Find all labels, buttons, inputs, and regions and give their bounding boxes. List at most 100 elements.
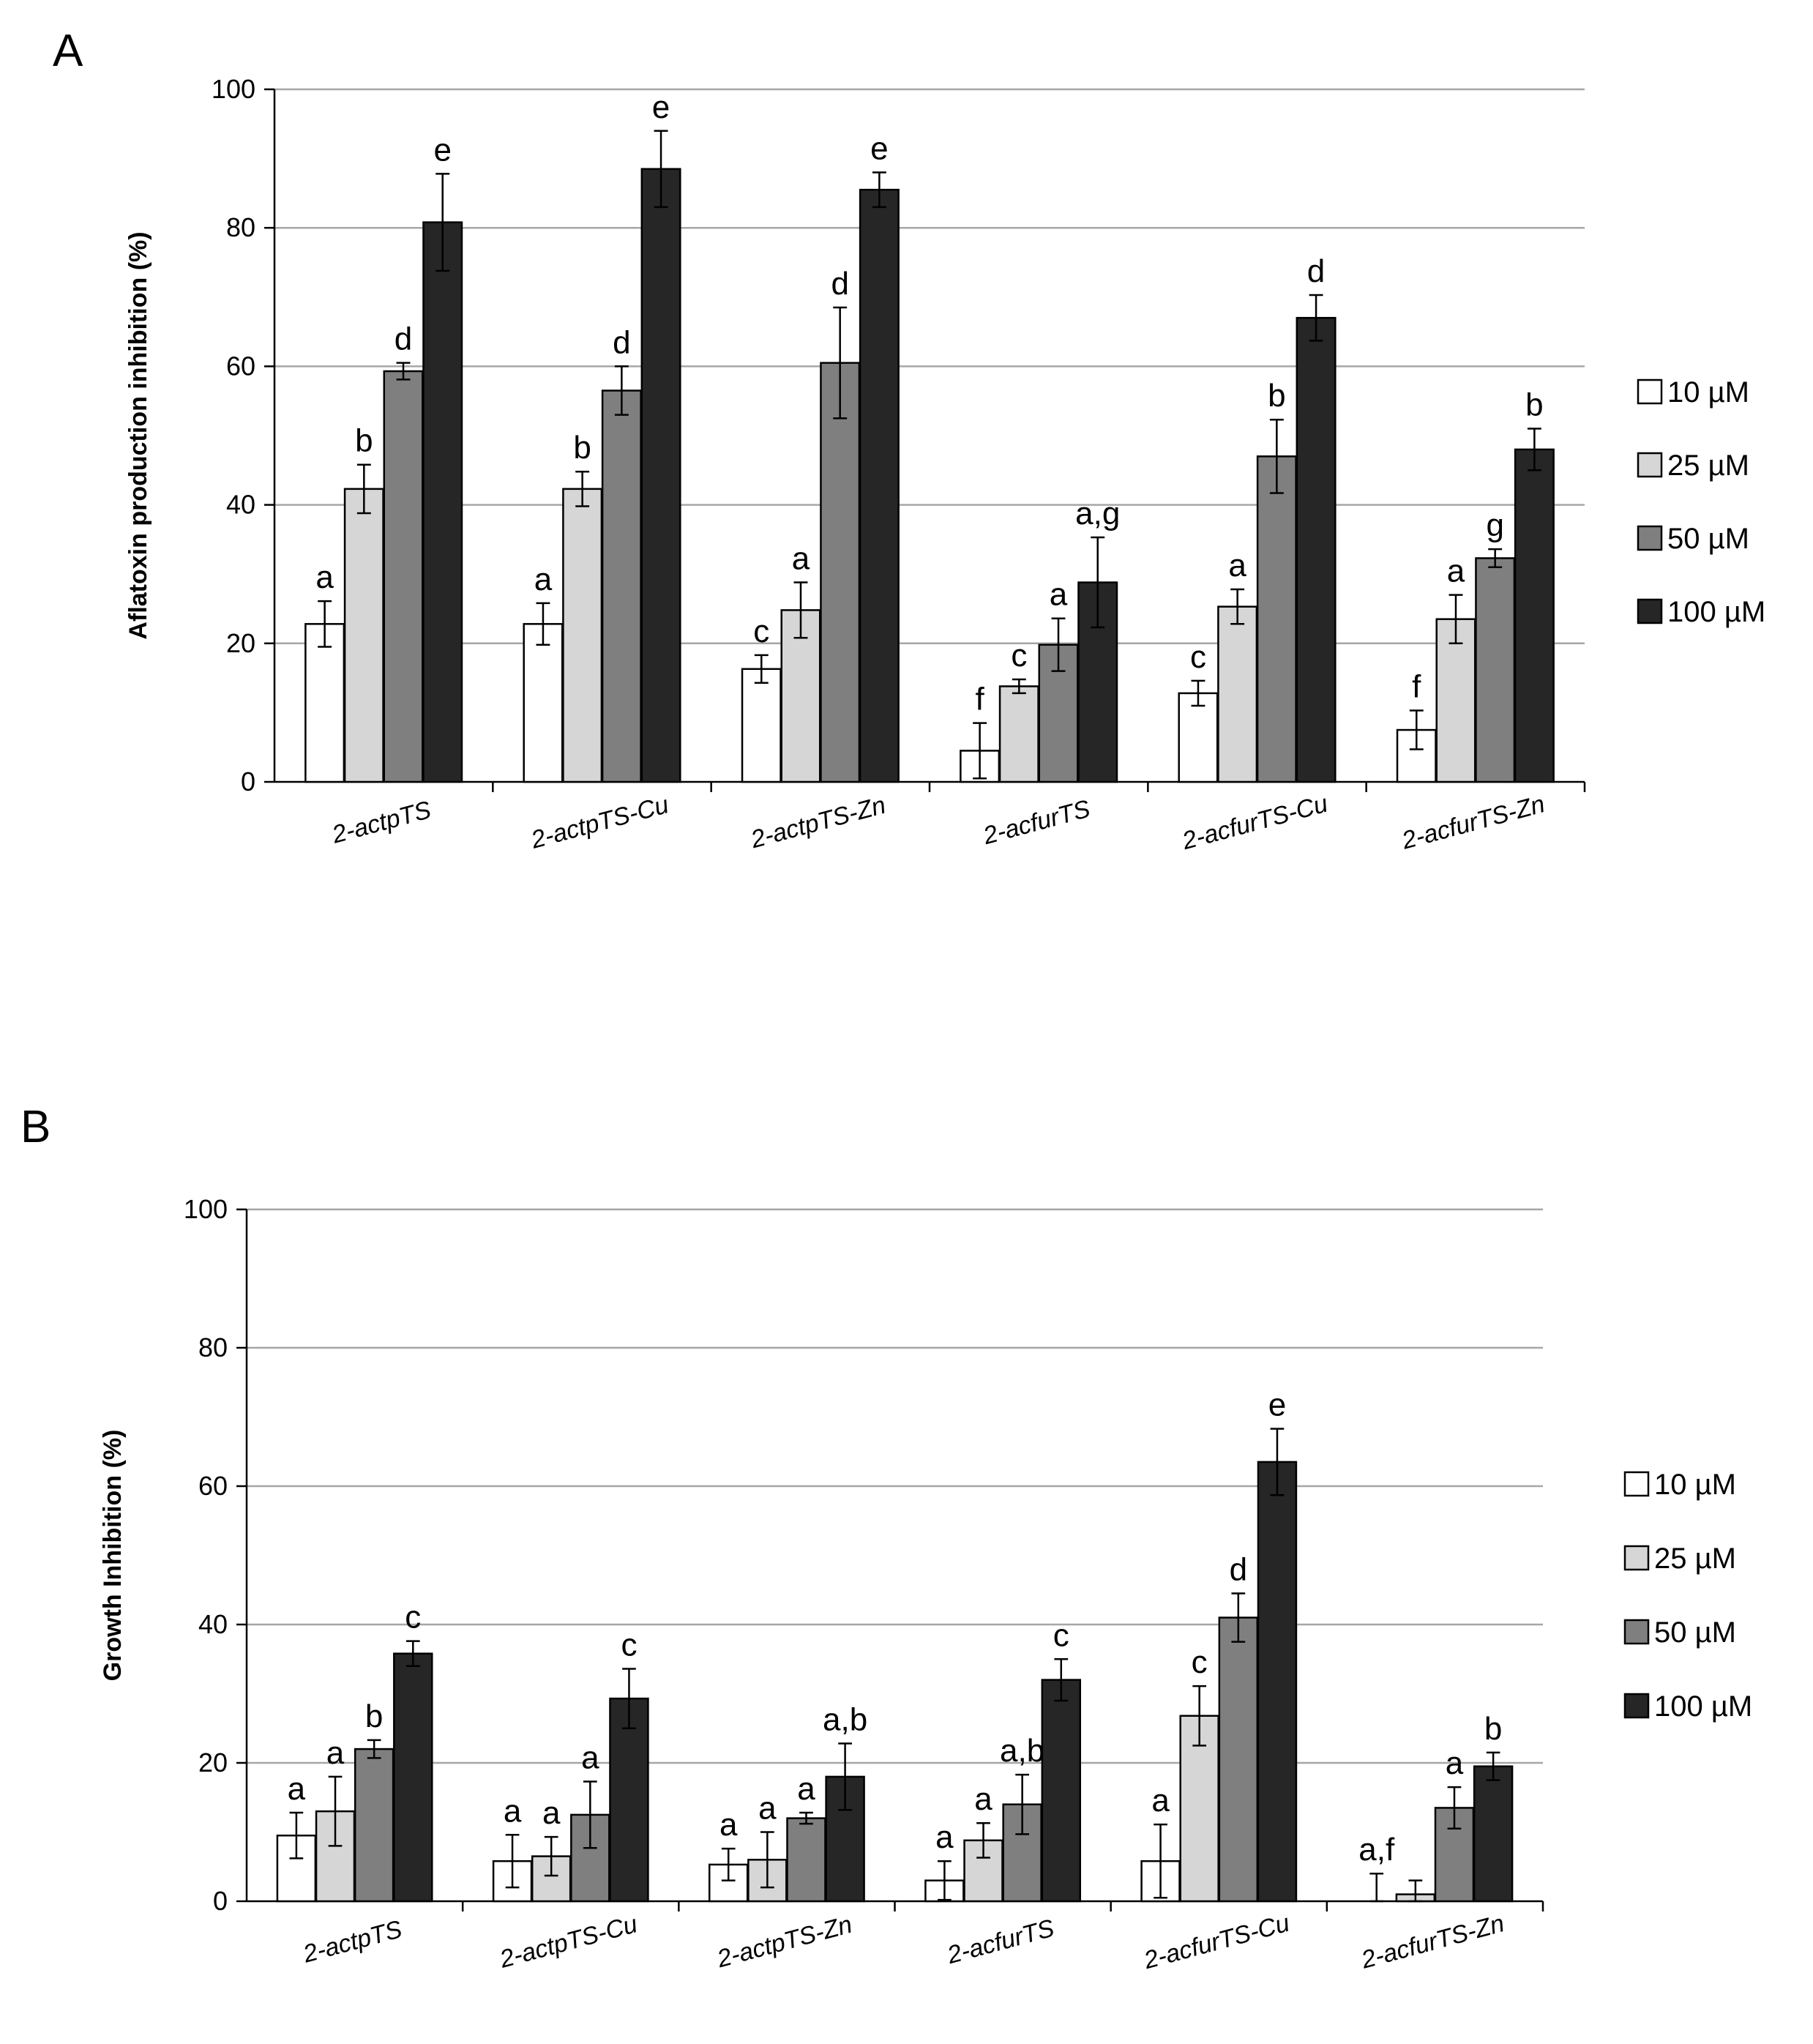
significance-letter: b <box>355 423 373 459</box>
bar <box>1514 448 1555 783</box>
y-tick-label: 100 <box>212 74 255 104</box>
significance-letter: a <box>1050 577 1068 613</box>
legend-swatch <box>1623 1619 1650 1645</box>
significance-letter: c <box>1011 638 1027 674</box>
bar <box>609 1697 649 1903</box>
significance-letter: a,b <box>1000 1733 1044 1769</box>
legend-label: 50 µM <box>1667 523 1749 555</box>
significance-letter: a <box>719 1807 738 1843</box>
significance-letter: a <box>288 1771 306 1807</box>
legend-swatch <box>1623 1545 1650 1571</box>
bar <box>820 362 861 783</box>
bar <box>1296 316 1337 783</box>
significance-letter: c <box>1190 639 1206 675</box>
legend-label: 100 µM <box>1654 1690 1752 1723</box>
significance-letter: d <box>395 321 412 357</box>
y-tick-label: 80 <box>198 1332 228 1362</box>
bar <box>780 609 821 783</box>
bar <box>1217 605 1258 783</box>
bar <box>422 221 463 783</box>
significance-letter: d <box>1307 253 1325 289</box>
legend-label: 10 µM <box>1654 1469 1736 1501</box>
legend-swatch <box>1637 598 1663 624</box>
significance-letter: f <box>1412 669 1421 705</box>
significance-letter: a <box>504 1793 522 1829</box>
significance-letter: b <box>1484 1711 1502 1747</box>
bar <box>523 623 564 783</box>
y-tick-label: 20 <box>198 1748 228 1778</box>
y-tick-label: 0 <box>213 1886 228 1916</box>
significance-letter: a <box>797 1771 815 1807</box>
significance-letter: e <box>1268 1387 1286 1423</box>
legend-swatch <box>1623 1471 1650 1497</box>
bar <box>998 685 1039 783</box>
significance-letter: a <box>542 1795 561 1831</box>
y-tick-label: 100 <box>184 1194 228 1224</box>
legend-swatch <box>1623 1693 1650 1719</box>
legend-swatch <box>1637 378 1663 405</box>
bar <box>383 370 424 783</box>
significance-letter: a <box>581 1740 599 1776</box>
bar <box>741 668 782 783</box>
significance-letter: d <box>831 266 848 302</box>
significance-letter: a <box>935 1819 954 1855</box>
legend-label: 50 µM <box>1654 1616 1736 1649</box>
bar <box>786 1817 826 1903</box>
y-axis-label: Aflatoxin production inhibition (%) <box>124 231 152 639</box>
bar <box>343 488 384 783</box>
significance-letter: e <box>870 131 888 167</box>
legend-swatch <box>1637 525 1663 551</box>
panel-label: B <box>20 1102 51 1152</box>
significance-letter: b <box>573 430 591 466</box>
significance-letter: a <box>534 562 553 597</box>
significance-letter: c <box>753 613 769 649</box>
significance-letter: g <box>1486 507 1503 543</box>
significance-letter: b <box>1525 387 1543 423</box>
significance-letter: a <box>1228 548 1246 583</box>
y-axis-label: Growth Inhibition (%) <box>99 1430 127 1682</box>
y-tick-label: 40 <box>226 490 255 520</box>
significance-letter: d <box>613 324 630 360</box>
significance-letter: e <box>652 89 670 125</box>
significance-letter: b <box>1268 378 1285 414</box>
significance-letter: a <box>974 1781 993 1817</box>
significance-letter: a <box>315 559 334 595</box>
bar <box>1473 1765 1514 1903</box>
significance-letter: a <box>758 1791 777 1827</box>
significance-letter: a <box>1447 553 1465 589</box>
panel-a-chart: A 0 20 40 60 80 100 Aflatoxin production inhibi… <box>53 26 1765 855</box>
significance-letter: c <box>1192 1644 1208 1680</box>
bar <box>1218 1616 1259 1903</box>
significance-letter: a,b <box>823 1702 867 1738</box>
bar <box>304 623 345 783</box>
legend-swatch <box>1637 452 1663 478</box>
significance-letter: a,f <box>1358 1832 1395 1868</box>
y-tick-label: 80 <box>226 212 255 242</box>
y-tick-label: 0 <box>241 766 255 797</box>
legend-label: 100 µM <box>1667 596 1765 628</box>
significance-letter: e <box>433 132 451 168</box>
significance-letter: a <box>792 541 810 577</box>
y-tick-label: 60 <box>226 351 255 381</box>
y-tick-label: 20 <box>226 628 255 658</box>
bar <box>1257 1461 1298 1903</box>
significance-letter: a <box>1151 1783 1170 1819</box>
bar <box>601 389 642 783</box>
significance-letter: f <box>975 682 984 717</box>
bar <box>1041 1679 1082 1903</box>
significance-letter: c <box>621 1627 637 1663</box>
bar <box>562 488 603 783</box>
bar <box>354 1748 395 1903</box>
significance-letter: b <box>365 1698 383 1734</box>
significance-letter: c <box>405 1600 421 1635</box>
bar <box>640 168 681 783</box>
legend-label: 25 µM <box>1667 450 1749 482</box>
significance-letter: d <box>1230 1551 1247 1587</box>
y-tick-label: 60 <box>198 1471 228 1501</box>
bar <box>1475 557 1516 783</box>
bar <box>859 188 900 783</box>
panel-label: A <box>53 26 83 76</box>
bar <box>393 1652 433 1903</box>
